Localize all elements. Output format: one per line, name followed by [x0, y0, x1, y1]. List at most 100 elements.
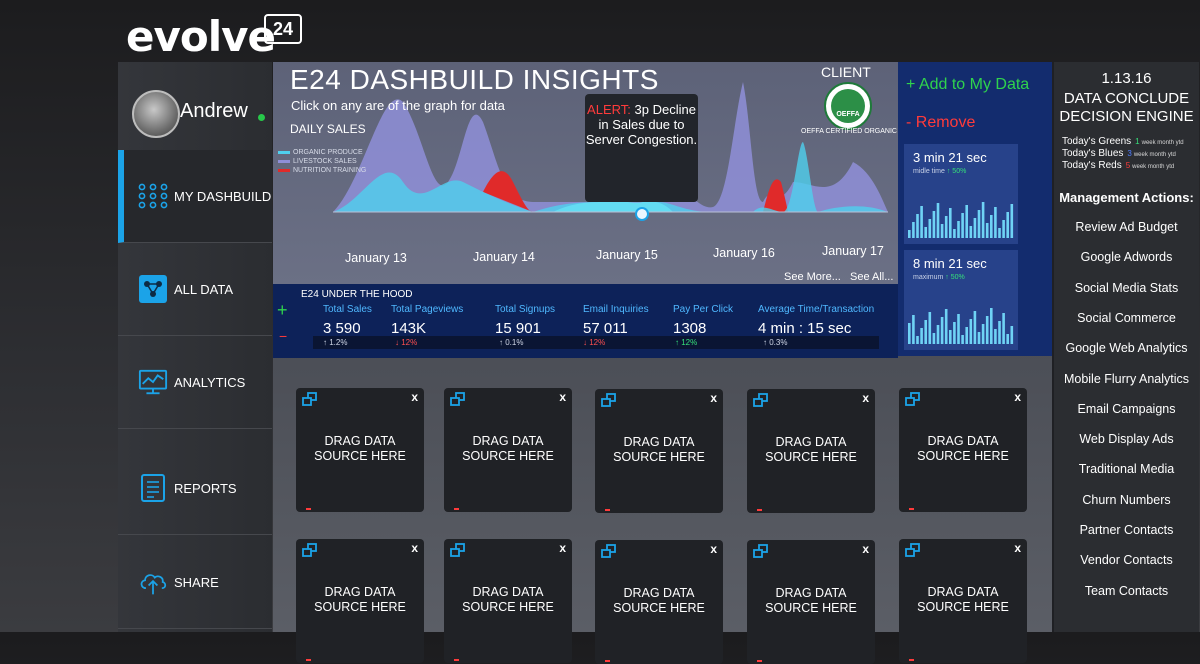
nav-share[interactable]: SHARE — [118, 536, 272, 629]
management-action-link[interactable]: Email Campaigns — [1077, 401, 1176, 416]
management-action-link[interactable]: Team Contacts — [1084, 583, 1169, 598]
expand-window-icon[interactable] — [302, 543, 318, 562]
metric-bar — [990, 308, 993, 344]
close-icon[interactable]: x — [862, 391, 869, 405]
metric-bar — [1006, 212, 1009, 238]
kpi-average-time[interactable]: Average Time/Transaction 4 min : 15 sec — [758, 304, 874, 337]
legend-item[interactable]: NUTRITION TRAINING — [278, 166, 366, 175]
kpi-label: Pay Per Click — [673, 304, 734, 315]
close-icon[interactable]: x — [710, 391, 717, 405]
user-name: Andrew — [180, 100, 248, 122]
expand-window-icon[interactable] — [450, 392, 466, 411]
minimize-icon[interactable] — [605, 509, 610, 511]
drop-zone-tile[interactable]: x DRAG DATA SOURCE HERE — [899, 539, 1027, 663]
expand-window-icon[interactable] — [450, 543, 466, 562]
kpi-total-pageviews[interactable]: Total Pageviews 143K — [391, 304, 463, 337]
expand-button[interactable]: + — [277, 300, 288, 320]
collapse-button[interactable]: − — [279, 328, 288, 344]
kpi-total-signups[interactable]: Total Signups 15 901 — [495, 304, 555, 337]
expand-window-icon[interactable] — [601, 544, 617, 563]
nav-all-data[interactable]: ALL DATA — [118, 243, 272, 336]
minimize-icon[interactable] — [306, 508, 311, 510]
kpi-pay-per-click[interactable]: Pay Per Click 1308 — [673, 304, 733, 337]
drop-zone-tile[interactable]: x DRAG DATA SOURCE HERE — [296, 539, 424, 663]
nav-reports[interactable]: REPORTS — [118, 442, 272, 535]
drop-zone-tile[interactable]: x DRAG DATA SOURCE HERE — [747, 540, 875, 664]
minimize-icon[interactable] — [454, 508, 459, 510]
management-action-link[interactable]: Social Media Stats — [1074, 280, 1179, 295]
drop-zone-tile[interactable]: x DRAG DATA SOURCE HERE — [444, 388, 572, 512]
minimize-icon[interactable] — [909, 508, 914, 510]
close-icon[interactable]: x — [1014, 541, 1021, 555]
expand-window-icon[interactable] — [905, 543, 921, 562]
kpi-email-inquiries[interactable]: Email Inquiries 57 011 — [583, 304, 649, 337]
minimize-icon[interactable] — [757, 660, 762, 662]
minimize-icon[interactable] — [757, 509, 762, 511]
see-more-link[interactable]: See More... — [784, 271, 841, 283]
series-organic-produce-area[interactable] — [333, 142, 888, 212]
metric-card[interactable]: 3 min 21 sec midle time ↑ 50% — [904, 144, 1018, 244]
close-icon[interactable]: x — [559, 541, 566, 555]
remove-button[interactable]: - Remove — [906, 114, 976, 131]
expand-window-icon[interactable] — [601, 393, 617, 412]
drop-zone-tile[interactable]: x DRAG DATA SOURCE HERE — [747, 389, 875, 513]
expand-window-icon[interactable] — [753, 544, 769, 563]
drop-zone-tile[interactable]: x DRAG DATA SOURCE HERE — [595, 540, 723, 664]
minimize-icon[interactable] — [605, 660, 610, 662]
drop-zone-tile[interactable]: x DRAG DATA SOURCE HERE — [899, 388, 1027, 512]
metric-card[interactable]: 8 min 21 sec maximum ↑ 50% — [904, 250, 1018, 350]
close-icon[interactable]: x — [559, 390, 566, 404]
metric-value: 3 min 21 sec — [913, 150, 987, 165]
see-all-link[interactable]: See All... — [850, 271, 894, 283]
kpi-total-sales[interactable]: Total Sales 3 590 — [323, 304, 372, 337]
left-sidebar: Andrew MY DASHBUILD ALL DATA — [118, 62, 272, 632]
series-livestock-sales-area[interactable] — [333, 82, 888, 212]
metric-bar — [912, 222, 915, 238]
legend-item[interactable]: LIVESTOCK SALES — [278, 157, 366, 166]
management-action-link[interactable]: Review Ad Budget — [1075, 220, 1178, 234]
minimize-icon[interactable] — [909, 659, 914, 661]
drop-zone-tile[interactable]: x DRAG DATA SOURCE HERE — [595, 389, 723, 513]
legend-item[interactable]: ORGANIC PRODUCE — [278, 148, 366, 157]
drop-zone-tile[interactable]: x DRAG DATA SOURCE HERE — [296, 388, 424, 512]
close-icon[interactable]: x — [710, 542, 717, 556]
user-profile[interactable]: Andrew — [118, 62, 272, 151]
close-icon[interactable]: x — [1014, 390, 1021, 404]
expand-window-icon[interactable] — [302, 392, 318, 411]
metric-bar — [994, 329, 997, 344]
expand-window-icon[interactable] — [905, 392, 921, 411]
management-action-link[interactable]: Google Web Analytics — [1065, 341, 1188, 356]
series-nutrition-training-area[interactable] — [483, 171, 533, 212]
close-icon[interactable]: x — [862, 542, 869, 556]
drop-zone-label: DRAG DATA SOURCE HERE — [314, 585, 406, 614]
daily-sales-chart[interactable]: January 13 January 14 January 15 January… — [273, 62, 898, 284]
management-action-link[interactable]: Mobile Flurry Analytics — [1063, 371, 1190, 386]
close-icon[interactable]: x — [411, 541, 418, 555]
nav-analytics[interactable]: ANALYTICS — [118, 336, 272, 429]
expand-window-icon[interactable] — [753, 393, 769, 412]
today-blues[interactable]: Today's Blues 3 week month ytd — [1062, 148, 1176, 159]
cloud-upload-icon — [138, 567, 168, 597]
today-greens[interactable]: Today's Greens 1 week month ytd — [1062, 136, 1184, 147]
management-action-link[interactable]: Churn Numbers — [1082, 492, 1171, 507]
nav-my-dashbuild[interactable]: MY DASHBUILD — [118, 150, 272, 243]
management-action-link[interactable]: Google Adwords — [1080, 250, 1173, 265]
management-action-link[interactable]: Traditional Media — [1078, 462, 1175, 477]
decision-engine-panel: 1.13.16 DATA CONCLUDE DECISION ENGINE To… — [1052, 62, 1199, 632]
management-action-link[interactable]: Partner Contacts — [1079, 523, 1174, 537]
series-nutrition-training-area-2[interactable] — [763, 179, 788, 212]
drop-zone-tile[interactable]: x DRAG DATA SOURCE HERE — [444, 539, 572, 663]
close-icon[interactable]: x — [411, 390, 418, 404]
minimize-icon[interactable] — [454, 659, 459, 661]
management-action-link[interactable]: Web Display Ads — [1079, 432, 1174, 447]
x-tick-label: January 14 — [473, 250, 535, 264]
avatar[interactable] — [132, 90, 180, 138]
evolve24-logo[interactable]: evolve 24 — [126, 12, 302, 62]
chart-hover-marker[interactable] — [635, 207, 649, 221]
management-action-link[interactable]: Social Commerce — [1077, 310, 1176, 325]
alert-label: ALERT: — [587, 102, 631, 117]
today-reds[interactable]: Today's Reds 5 week month ytd — [1062, 160, 1175, 171]
add-to-my-data-button[interactable]: + Add to My Data — [906, 76, 1030, 93]
minimize-icon[interactable] — [306, 659, 311, 661]
management-action-link[interactable]: Vendor Contacts — [1080, 553, 1173, 568]
